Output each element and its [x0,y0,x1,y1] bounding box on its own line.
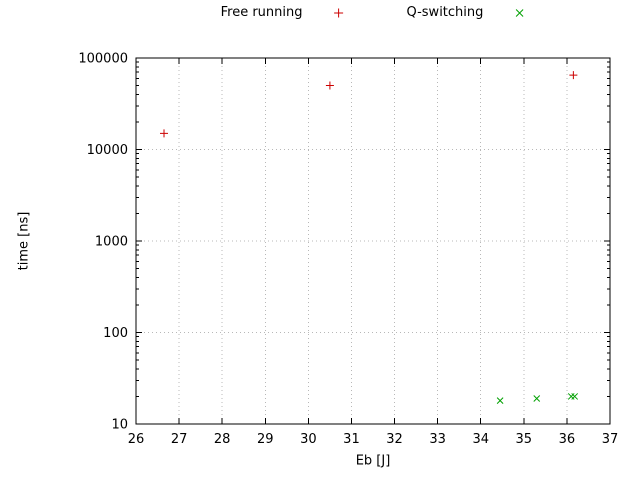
legend-label-q-switching: Q-switching [406,5,484,20]
x-tick-label: 36 [559,432,576,447]
legend-item-free-running: Free running [221,5,345,20]
x-tick-label: 32 [386,432,403,447]
data-point [533,395,541,402]
data-point [325,81,334,90]
x-tick-label: 27 [171,432,188,447]
y-tick-label: 100 [103,326,128,341]
legend-label-free-running: Free running [220,5,303,20]
x-tick-label: 30 [300,432,317,447]
legend: Free running Q-switching [221,5,526,20]
y-tick-label: 100000 [78,52,128,67]
data-point [496,397,504,404]
plus-marker-icon [334,8,343,17]
data-point [567,393,575,400]
x-tick-label: 35 [516,432,533,447]
data-point [569,71,578,80]
y-tick-label: 1000 [95,235,128,250]
x-marker-icon [515,8,524,17]
data-point [571,393,579,400]
x-tick-label: 37 [602,432,619,447]
x-tick-label: 31 [343,432,360,447]
x-tick-label: 26 [128,432,145,447]
legend-item-q-switching: Q-switching [407,5,526,20]
y-tick-label: 10 [111,418,128,433]
x-axis-title: Eb [J] [355,453,391,469]
x-tick-label: 33 [429,432,446,447]
x-tick-label: 29 [257,432,274,447]
x-tick-label: 34 [472,432,489,447]
x-tick-label: 28 [214,432,231,447]
y-tick-label: 10000 [87,143,128,158]
data-point [160,129,169,138]
